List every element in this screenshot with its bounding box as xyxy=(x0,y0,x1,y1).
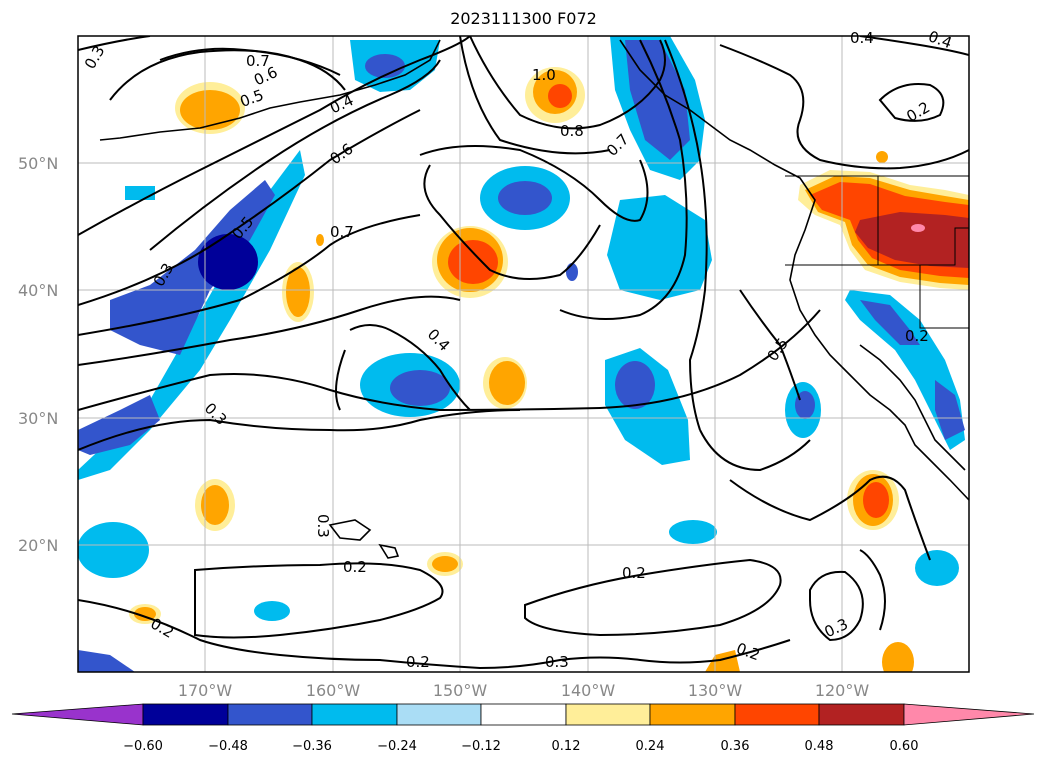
lat-label-30n: 30°N xyxy=(18,409,58,428)
contour-label: 0.2 xyxy=(903,98,933,126)
graticule xyxy=(78,36,969,672)
colorbar-segment xyxy=(818,703,905,726)
colorbar-tick: −0.12 xyxy=(461,739,501,754)
colorbar-segment xyxy=(142,703,229,726)
contour-label: 0.7 xyxy=(603,130,633,160)
contour-label: 0.3 xyxy=(81,42,109,72)
coastlines xyxy=(99,39,969,559)
political-borders xyxy=(785,175,969,329)
map-frame xyxy=(77,35,970,673)
contour-label: 0.4 xyxy=(926,27,955,52)
colorbar-tick: 0.12 xyxy=(552,739,581,754)
colorbar-segment xyxy=(480,703,567,726)
colorbar-segment xyxy=(227,703,313,726)
contour-label: 0.2 xyxy=(622,564,646,582)
colorbar-tick: −0.24 xyxy=(377,739,417,754)
lon-label-170w: 170°W xyxy=(178,681,233,700)
colorbar-tick: 0.24 xyxy=(636,739,665,754)
lat-label-50n: 50°N xyxy=(18,154,58,173)
lon-label-140w: 140°W xyxy=(561,681,616,700)
lon-label-160w: 160°W xyxy=(306,681,361,700)
contour-label: 1.0 xyxy=(532,66,556,84)
contour-lines xyxy=(78,36,969,670)
longitude-labels: 170°W 160°W 150°W 140°W 130°W 120°W xyxy=(178,681,870,700)
contour-label: 0.3 xyxy=(314,514,332,538)
contour-label: 0.2 xyxy=(905,327,929,345)
contour-label: 0.4 xyxy=(850,29,874,47)
map-title: 2023111300 F072 xyxy=(450,9,597,28)
contour-label: 0.3 xyxy=(545,653,569,671)
contour-label: 0.8 xyxy=(560,122,584,140)
lon-label-150w: 150°W xyxy=(433,681,488,700)
colorbar xyxy=(11,703,1035,726)
contour-label: 0.2 xyxy=(343,558,367,576)
colorbar-segment xyxy=(396,703,482,726)
colorbar-segment xyxy=(311,703,398,726)
lat-label-40n: 40°N xyxy=(18,281,58,300)
contour-label: 0.7 xyxy=(330,223,354,241)
colorbar-tick: 0.36 xyxy=(721,739,750,754)
colorbar-segment xyxy=(565,703,651,726)
colorbar-segment xyxy=(734,703,820,726)
lon-label-120w: 120°W xyxy=(815,681,870,700)
colorbar-tick: −0.36 xyxy=(292,739,332,754)
contour-label: 0.2 xyxy=(406,653,430,671)
contour-label: 0.7 xyxy=(246,52,270,70)
lon-label-130w: 130°W xyxy=(688,681,743,700)
latitude-labels: 50°N 40°N 30°N 20°N xyxy=(18,154,58,555)
colorbar-extend-low xyxy=(11,703,144,726)
colorbar-extend-high xyxy=(903,703,1035,726)
contour-label: 0.5 xyxy=(238,86,267,111)
colorbar-ticks: −0.60 −0.48 −0.36 −0.24 −0.12 0.12 0.24 … xyxy=(123,739,918,754)
colorbar-tick: −0.60 xyxy=(123,739,163,754)
lat-label-20n: 20°N xyxy=(18,536,58,555)
colorbar-segment xyxy=(649,703,736,726)
shaded-anomaly-field xyxy=(78,36,969,672)
contour-label: 0.6 xyxy=(327,140,357,168)
colorbar-tick: 0.60 xyxy=(890,739,919,754)
colorbar-tick: −0.48 xyxy=(208,739,248,754)
contour-label: 0.5 xyxy=(764,335,792,365)
contour-label: 0.2 xyxy=(734,639,763,664)
colorbar-tick: 0.48 xyxy=(805,739,834,754)
contour-label: 0.4 xyxy=(424,325,454,355)
